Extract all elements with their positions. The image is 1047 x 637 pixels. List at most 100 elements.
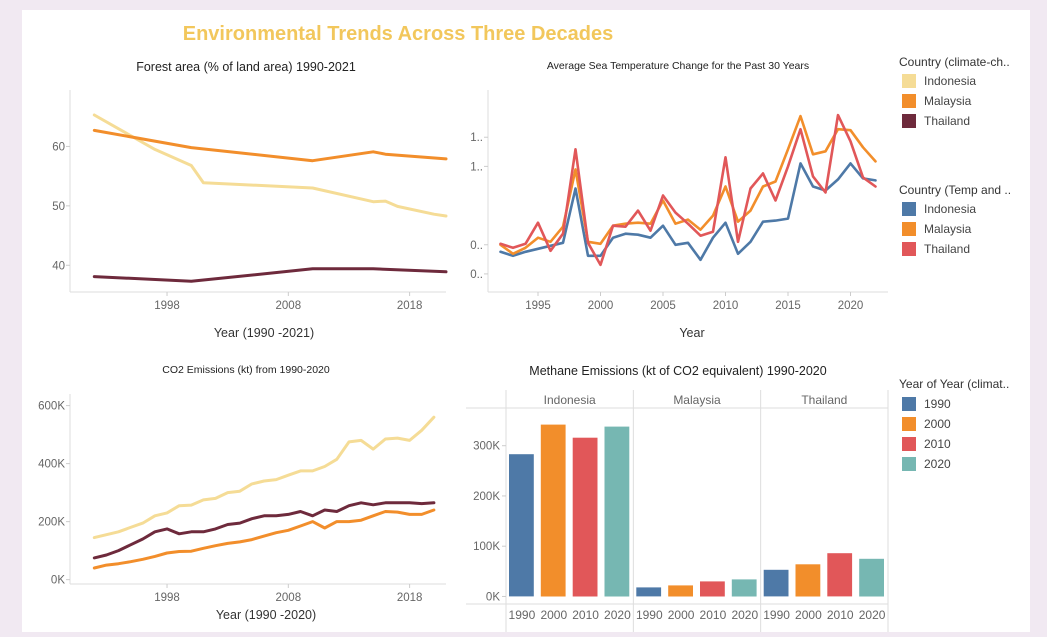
- y-tick-label: 60: [52, 141, 65, 153]
- legend-swatch-malaysia[interactable]: [902, 94, 916, 108]
- x-tick-label: 1990: [509, 608, 536, 622]
- bar-indonesia-2020[interactable]: [604, 426, 630, 597]
- legend-swatch-2000[interactable]: [902, 417, 916, 431]
- x-tick-label: 2018: [397, 592, 423, 604]
- legend-swatch-malaysia[interactable]: [902, 222, 916, 236]
- legend-label-thailand: Thailand: [924, 114, 970, 128]
- x-tick-label: 2000: [540, 608, 567, 622]
- x-tick-label: 2000: [795, 608, 822, 622]
- co2-chart-title: CO2 Emissions (kt) from 1990-2020: [162, 364, 330, 376]
- legend-label-1990: 1990: [924, 397, 951, 411]
- facet-label-thailand: Thailand: [801, 393, 847, 407]
- co2-plot: 0K 200K 400K 600K 1998 2008 2018: [38, 394, 446, 604]
- series-line-indonesia[interactable]: [92, 415, 436, 540]
- y-tick-label: 1..: [470, 132, 483, 144]
- series-line-malaysia[interactable]: [92, 128, 448, 163]
- sea-temp-plot: 0.. 0.. 1.. 1.. 1995 2000 2005 2010 2015 2020: [470, 90, 888, 312]
- x-tick-label: 1990: [763, 608, 790, 622]
- x-tick-label: 2000: [668, 608, 695, 622]
- legend-swatch-thailand[interactable]: [902, 242, 916, 256]
- legend-climate-country[interactable]: Country (climate-ch.. Indonesia Malaysia T…: [899, 55, 1010, 128]
- legend-label-2010: 2010: [924, 437, 951, 451]
- x-tick-label: 2005: [650, 300, 676, 312]
- legend-year[interactable]: Year of Year (climat.. 1990 2000 2010 2020: [899, 377, 1009, 471]
- legend-title: Country (Temp and ..: [899, 183, 1011, 197]
- facet-label-indonesia: Indonesia: [544, 393, 596, 407]
- series-line-thailand[interactable]: [92, 501, 436, 560]
- dashboard: Environmental Trends Across Three Decade…: [38, 23, 1011, 632]
- x-tick-label: 2008: [276, 592, 302, 604]
- y-tick-label: 0..: [470, 269, 483, 281]
- forest-plot: 40 50 60 1998 2008 2018: [52, 90, 448, 312]
- facet-label-malaysia: Malaysia: [673, 393, 721, 407]
- x-tick-label: 2010: [827, 608, 854, 622]
- legend-swatch-thailand[interactable]: [902, 114, 916, 128]
- x-tick-label: 2018: [397, 300, 423, 312]
- x-tick-label: 2010: [572, 608, 599, 622]
- y-tick-label: 600K: [38, 401, 65, 413]
- legend-label-thailand: Thailand: [924, 242, 970, 256]
- bar-thailand-1990[interactable]: [763, 569, 789, 597]
- legend-label-2000: 2000: [924, 417, 951, 431]
- x-tick-label: 1998: [154, 592, 180, 604]
- methane-chart-title: Methane Emissions (kt of CO2 equivalent)…: [529, 364, 826, 378]
- x-tick-label: 2010: [700, 608, 727, 622]
- bar-indonesia-2000[interactable]: [540, 424, 566, 597]
- legend-title: Year of Year (climat..: [899, 377, 1009, 391]
- x-tick-label: 2015: [775, 300, 801, 312]
- y-tick-label: 200K: [38, 517, 65, 529]
- legend-temp-country[interactable]: Country (Temp and .. Indonesia Malaysia Th…: [899, 183, 1011, 256]
- x-tick-label: 2000: [588, 300, 614, 312]
- sea-temp-chart-title: Average Sea Temperature Change for the P…: [547, 60, 809, 72]
- y-tick-label: 40: [52, 260, 65, 272]
- series-line-indonesia[interactable]: [92, 113, 448, 218]
- forest-chart-title: Forest area (% of land area) 1990-2021: [136, 60, 356, 74]
- co2-x-axis-title: Year (1990 -2020): [216, 608, 316, 622]
- y-tick-label: 0..: [470, 240, 483, 252]
- sea-temp-x-axis-title: Year: [679, 326, 704, 340]
- x-tick-label: 1995: [525, 300, 551, 312]
- series-line-indonesia[interactable]: [499, 162, 877, 262]
- y-tick-label: 200K: [473, 491, 500, 503]
- legend-swatch-indonesia[interactable]: [902, 74, 916, 88]
- y-tick-label: 50: [52, 201, 65, 213]
- bar-thailand-2010[interactable]: [827, 553, 853, 597]
- legend-label-2020: 2020: [924, 457, 951, 471]
- dashboard-card: Environmental Trends Across Three Decade…: [22, 10, 1030, 632]
- bar-malaysia-1990[interactable]: [636, 587, 662, 597]
- bar-malaysia-2010[interactable]: [700, 581, 725, 597]
- y-tick-label: 0K: [486, 591, 500, 603]
- methane-plot: 0K 100K 200K 300K Indonesia 1990 2000 2010 2020 M…: [466, 390, 889, 632]
- series-line-thailand[interactable]: [92, 267, 448, 283]
- series-line-thailand[interactable]: [499, 113, 877, 267]
- bar-thailand-2000[interactable]: [795, 564, 821, 597]
- legend-swatch-indonesia[interactable]: [902, 202, 916, 216]
- x-tick-label: 2020: [731, 608, 758, 622]
- x-tick-label: 2008: [276, 300, 302, 312]
- bar-malaysia-2000[interactable]: [668, 585, 693, 597]
- y-tick-label: 300K: [473, 441, 500, 453]
- legend-label-malaysia: Malaysia: [924, 94, 972, 108]
- series-line-malaysia[interactable]: [92, 508, 436, 570]
- dashboard-title: Environmental Trends Across Three Decade…: [183, 23, 614, 45]
- bar-malaysia-2020[interactable]: [731, 579, 757, 597]
- legend-label-indonesia: Indonesia: [924, 74, 976, 88]
- legend-label-indonesia: Indonesia: [924, 202, 976, 216]
- y-tick-label: 100K: [473, 541, 500, 553]
- y-tick-label: 1..: [470, 161, 483, 173]
- legend-swatch-2020[interactable]: [902, 457, 916, 471]
- x-tick-label: 2020: [604, 608, 631, 622]
- x-tick-label: 1990: [636, 608, 663, 622]
- x-tick-label: 2010: [713, 300, 739, 312]
- legend-label-malaysia: Malaysia: [924, 222, 972, 236]
- x-tick-label: 2020: [859, 608, 886, 622]
- bar-indonesia-1990[interactable]: [509, 454, 534, 597]
- legend-title: Country (climate-ch..: [899, 55, 1010, 69]
- legend-swatch-1990[interactable]: [902, 397, 916, 411]
- bar-thailand-2020[interactable]: [859, 558, 884, 597]
- forest-x-axis-title: Year (1990 -2021): [214, 326, 314, 340]
- x-tick-label: 1998: [154, 300, 180, 312]
- legend-swatch-2010[interactable]: [902, 437, 916, 451]
- bar-indonesia-2010[interactable]: [572, 437, 598, 597]
- y-tick-label: 0K: [51, 575, 65, 587]
